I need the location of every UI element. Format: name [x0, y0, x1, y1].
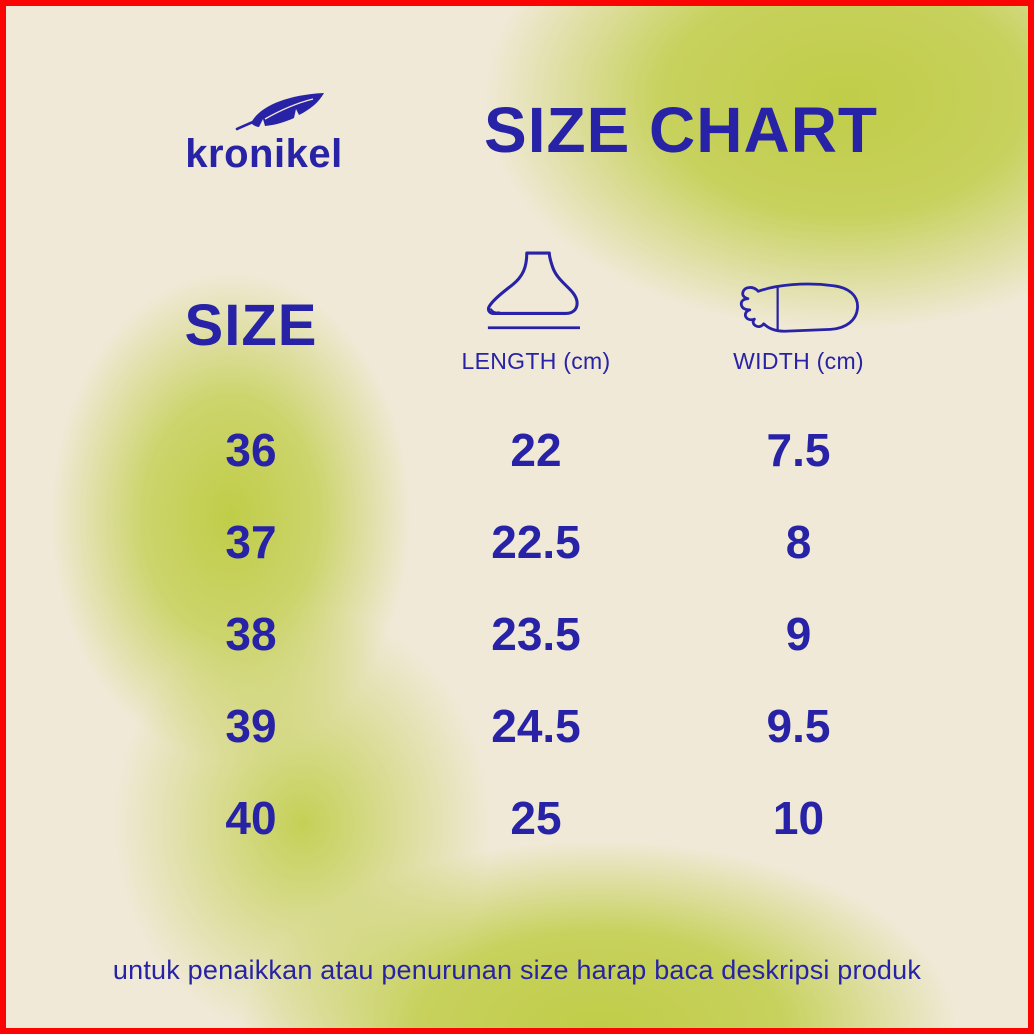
foot-top-icon — [739, 282, 859, 333]
table-row: 38 23.5 9 — [86, 588, 941, 680]
column-header-width: WIDTH (cm) — [656, 278, 941, 375]
size-cell: 39 — [225, 700, 277, 752]
column-header-length: LENGTH (cm) — [416, 250, 656, 375]
width-cell: 9 — [785, 608, 812, 660]
feather-icon — [235, 93, 324, 131]
length-cell: 24.5 — [491, 700, 581, 752]
table-row: 40 25 10 — [86, 772, 941, 864]
footer-note: untuk penaikkan atau penurunan size hara… — [112, 955, 922, 985]
table-row: 36 22 7.5 — [86, 404, 941, 496]
column-header-size: SIZE — [184, 293, 318, 358]
length-cell: 22 — [510, 424, 562, 476]
column-header-width-label: WIDTH (cm) — [733, 348, 864, 374]
size-cell: 40 — [225, 792, 277, 844]
column-header-length-label: LENGTH (cm) — [461, 348, 611, 374]
size-cell: 36 — [225, 424, 277, 476]
length-cell: 25 — [510, 792, 562, 844]
length-cell: 22.5 — [491, 516, 581, 568]
foot-side-icon — [487, 251, 580, 330]
width-cell: 10 — [772, 792, 825, 844]
size-table-body: 36 22 7.5 37 22.5 8 38 23.5 9 39 24.5 9.5 40 25 10 — [86, 404, 941, 864]
brand-name: kronikel — [185, 132, 343, 176]
page-title: SIZE CHART — [484, 94, 878, 166]
width-cell: 8 — [785, 516, 812, 568]
brand-logo: kronikel — [185, 90, 342, 174]
table-row: 37 22.5 8 — [86, 496, 941, 588]
size-cell: 38 — [225, 608, 277, 660]
width-cell: 9.5 — [766, 700, 831, 752]
size-cell: 37 — [225, 516, 277, 568]
width-cell: 7.5 — [766, 424, 831, 476]
length-cell: 23.5 — [491, 608, 581, 660]
table-row: 39 24.5 9.5 — [86, 680, 941, 772]
table-header: SIZE LENGTH (cm) WIDTH (cm) — [86, 250, 941, 375]
